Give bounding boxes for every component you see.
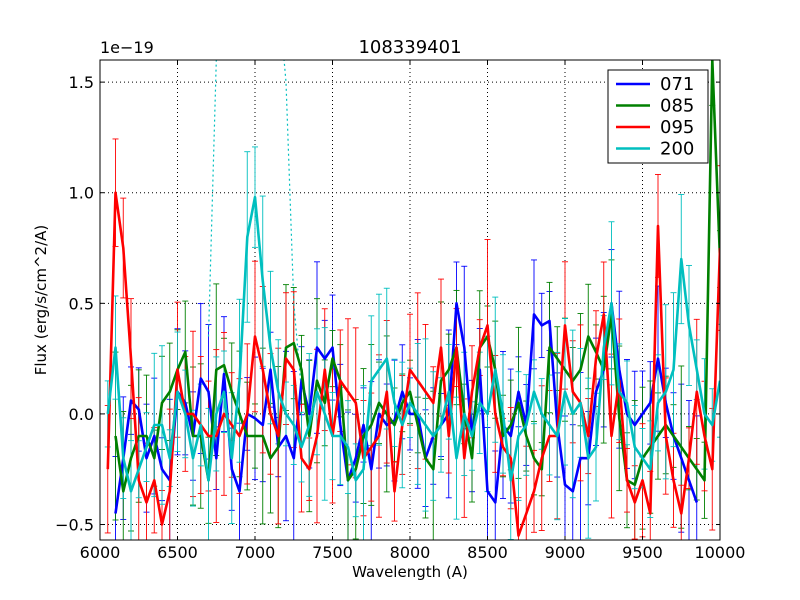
x-tick-label: 6000 xyxy=(80,543,121,562)
legend-label: 095 xyxy=(660,117,694,138)
x-tick-label: 9500 xyxy=(622,543,663,562)
legend-label: 200 xyxy=(660,139,694,160)
series-line-085 xyxy=(114,60,720,493)
x-tick-label: 6500 xyxy=(157,543,198,562)
legend-label: 085 xyxy=(660,96,694,117)
chart-title: 108339401 xyxy=(358,37,461,58)
y-tick-label: −0.5 xyxy=(55,516,94,535)
y-tick-label: 0.0 xyxy=(69,405,94,424)
series-lines xyxy=(106,60,720,537)
ticks: 6000 6500 7000 7500 8000 8500 9000 9500 10000 −0.… xyxy=(55,60,745,562)
x-tick-label: 8500 xyxy=(467,543,508,562)
x-tick-label: 8000 xyxy=(390,543,431,562)
legend-label: 071 xyxy=(660,74,694,95)
y-tick-label: 1.0 xyxy=(69,184,94,203)
x-tick-label: 7500 xyxy=(312,543,353,562)
x-tick-label: 10000 xyxy=(695,543,746,562)
y-tick-label: 0.5 xyxy=(69,294,94,313)
y-axis-label: Flux (erg/s/cm^2/A) xyxy=(32,225,50,376)
x-tick-label: 9000 xyxy=(545,543,586,562)
offset-text: 1e−19 xyxy=(100,38,154,57)
series-line-200 xyxy=(106,195,720,493)
x-tick-label: 7000 xyxy=(235,543,276,562)
x-axis-label: Wavelength (A) xyxy=(352,563,468,581)
y-tick-label: 1.5 xyxy=(69,73,94,92)
